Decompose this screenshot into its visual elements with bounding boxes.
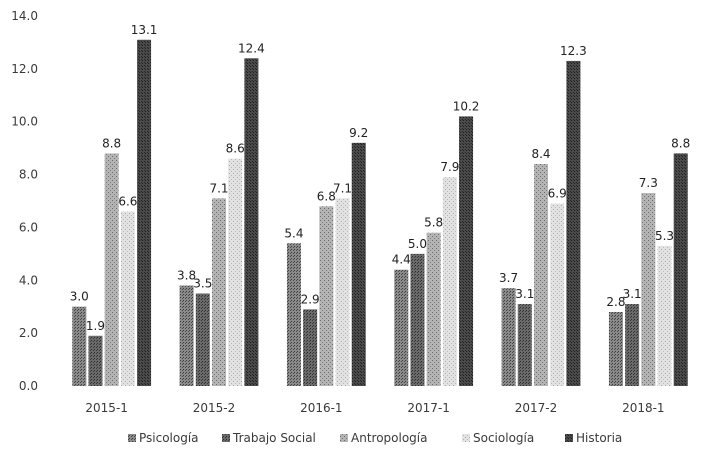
- bar-2015-2-3: [228, 158, 243, 386]
- y-axis-tick-labels: 0.0 2.0 4.0 6.0 8.0 10.0 12.0 14.0: [11, 9, 38, 393]
- y-tick-label: 12.0: [11, 62, 38, 76]
- bar-2016-1-1: [303, 309, 318, 386]
- data-label: 3.1: [623, 287, 642, 301]
- data-label: 5.4: [284, 226, 303, 240]
- data-label: 8.4: [531, 147, 550, 161]
- data-label: 2.8: [606, 295, 625, 309]
- data-label: 7.3: [639, 176, 658, 190]
- bar-2018-1-2: [641, 193, 656, 386]
- data-label: 9.2: [349, 126, 368, 140]
- data-label: 6.6: [118, 195, 137, 209]
- data-label: 3.5: [193, 277, 212, 291]
- y-tick-label: 2.0: [19, 326, 38, 340]
- legend-label: Psicología: [139, 431, 199, 445]
- x-tick-label: 2015-2: [193, 401, 236, 415]
- legend-label: Trabajo Social: [232, 431, 316, 445]
- data-label: 8.8: [671, 136, 690, 150]
- legend-label: Antropología: [351, 431, 427, 445]
- data-label: 2.9: [301, 292, 320, 306]
- legend-swatch: [222, 434, 230, 442]
- legend-swatch: [565, 434, 573, 442]
- data-label: 12.3: [560, 44, 587, 58]
- data-label: 3.0: [70, 290, 89, 304]
- bar-2018-1-0: [608, 312, 623, 386]
- bar-2017-1-4: [459, 116, 474, 386]
- data-label: 8.8: [102, 136, 121, 150]
- y-tick-label: 10.0: [11, 115, 38, 129]
- x-tick-label: 2016-1: [300, 401, 343, 415]
- legend-swatch: [462, 434, 470, 442]
- bar-2017-1-2: [426, 232, 441, 386]
- bar-2018-1-4: [673, 153, 688, 386]
- legend-label: Historia: [576, 431, 622, 445]
- bar-2017-2-0: [501, 288, 516, 386]
- x-tick-label: 2017-1: [407, 401, 450, 415]
- bar-2015-2-0: [179, 285, 194, 386]
- bar-2018-1-1: [625, 304, 640, 386]
- bar-2015-1-1: [88, 335, 103, 386]
- bar-2017-1-1: [410, 253, 425, 386]
- x-tick-label: 2018-1: [622, 401, 665, 415]
- bar-2016-1-0: [286, 243, 301, 386]
- bar-2015-1-4: [137, 39, 152, 387]
- data-label: 5.0: [408, 237, 427, 251]
- legend: Psicología Trabajo Social Antropología Soci…: [128, 431, 622, 445]
- data-label: 7.1: [209, 181, 228, 195]
- bar-2015-1-3: [120, 211, 135, 386]
- data-label: 7.9: [440, 160, 459, 174]
- data-label: 5.3: [655, 229, 674, 243]
- data-label: 5.8: [424, 216, 443, 230]
- legend-label: Sociología: [473, 431, 534, 445]
- x-tick-label: 2017-2: [515, 401, 558, 415]
- data-label: 6.9: [548, 187, 567, 201]
- data-labels-group: 3.0 1.9 8.8 6.6 13.1 3.83.5 7.1 8.6 12.4 5.4 2.9 6.…: [70, 23, 691, 333]
- bar-2017-1-0: [394, 269, 409, 386]
- bar-2015-1-2: [104, 153, 119, 386]
- data-label: 3.7: [499, 271, 518, 285]
- data-label: 4.4: [392, 253, 411, 267]
- data-label: 10.2: [453, 99, 480, 113]
- data-label: 13.1: [131, 23, 158, 37]
- data-label: 12.4: [238, 41, 265, 55]
- bar-2015-1-0: [72, 306, 87, 386]
- legend-swatch: [128, 434, 136, 442]
- bar-2017-2-2: [534, 164, 548, 386]
- bar-2016-1-4: [351, 142, 366, 386]
- bar-2015-2-2: [212, 198, 226, 386]
- bar-2018-1-3: [657, 245, 672, 386]
- data-label: 3.1: [515, 287, 534, 301]
- x-axis-tick-labels: 2015-1 2015-2 2016-1 2017-1 2017-2 2018-1: [85, 401, 664, 415]
- y-tick-label: 8.0: [19, 168, 38, 182]
- bar-2015-2-4: [244, 58, 259, 387]
- bars-group: [72, 39, 688, 387]
- data-label: 8.6: [226, 142, 245, 156]
- y-tick-label: 4.0: [19, 273, 38, 287]
- bar-2017-2-3: [550, 203, 565, 386]
- bar-2017-1-3: [442, 177, 457, 386]
- data-label: 3.8: [177, 269, 196, 283]
- data-label: 7.1: [333, 181, 352, 195]
- legend-swatch: [340, 434, 348, 442]
- data-label: 1.9: [86, 319, 105, 333]
- bar-2017-2-4: [566, 60, 581, 387]
- bar-2015-2-1: [195, 293, 210, 386]
- y-tick-label: 14.0: [11, 9, 38, 23]
- data-label: 6.8: [317, 189, 336, 203]
- x-tick-label: 2015-1: [85, 401, 128, 415]
- bar-2016-1-2: [319, 206, 334, 386]
- bar-2017-2-1: [517, 304, 532, 386]
- y-tick-label: 0.0: [19, 379, 38, 393]
- bar-2016-1-3: [335, 198, 350, 386]
- y-tick-label: 6.0: [19, 220, 38, 234]
